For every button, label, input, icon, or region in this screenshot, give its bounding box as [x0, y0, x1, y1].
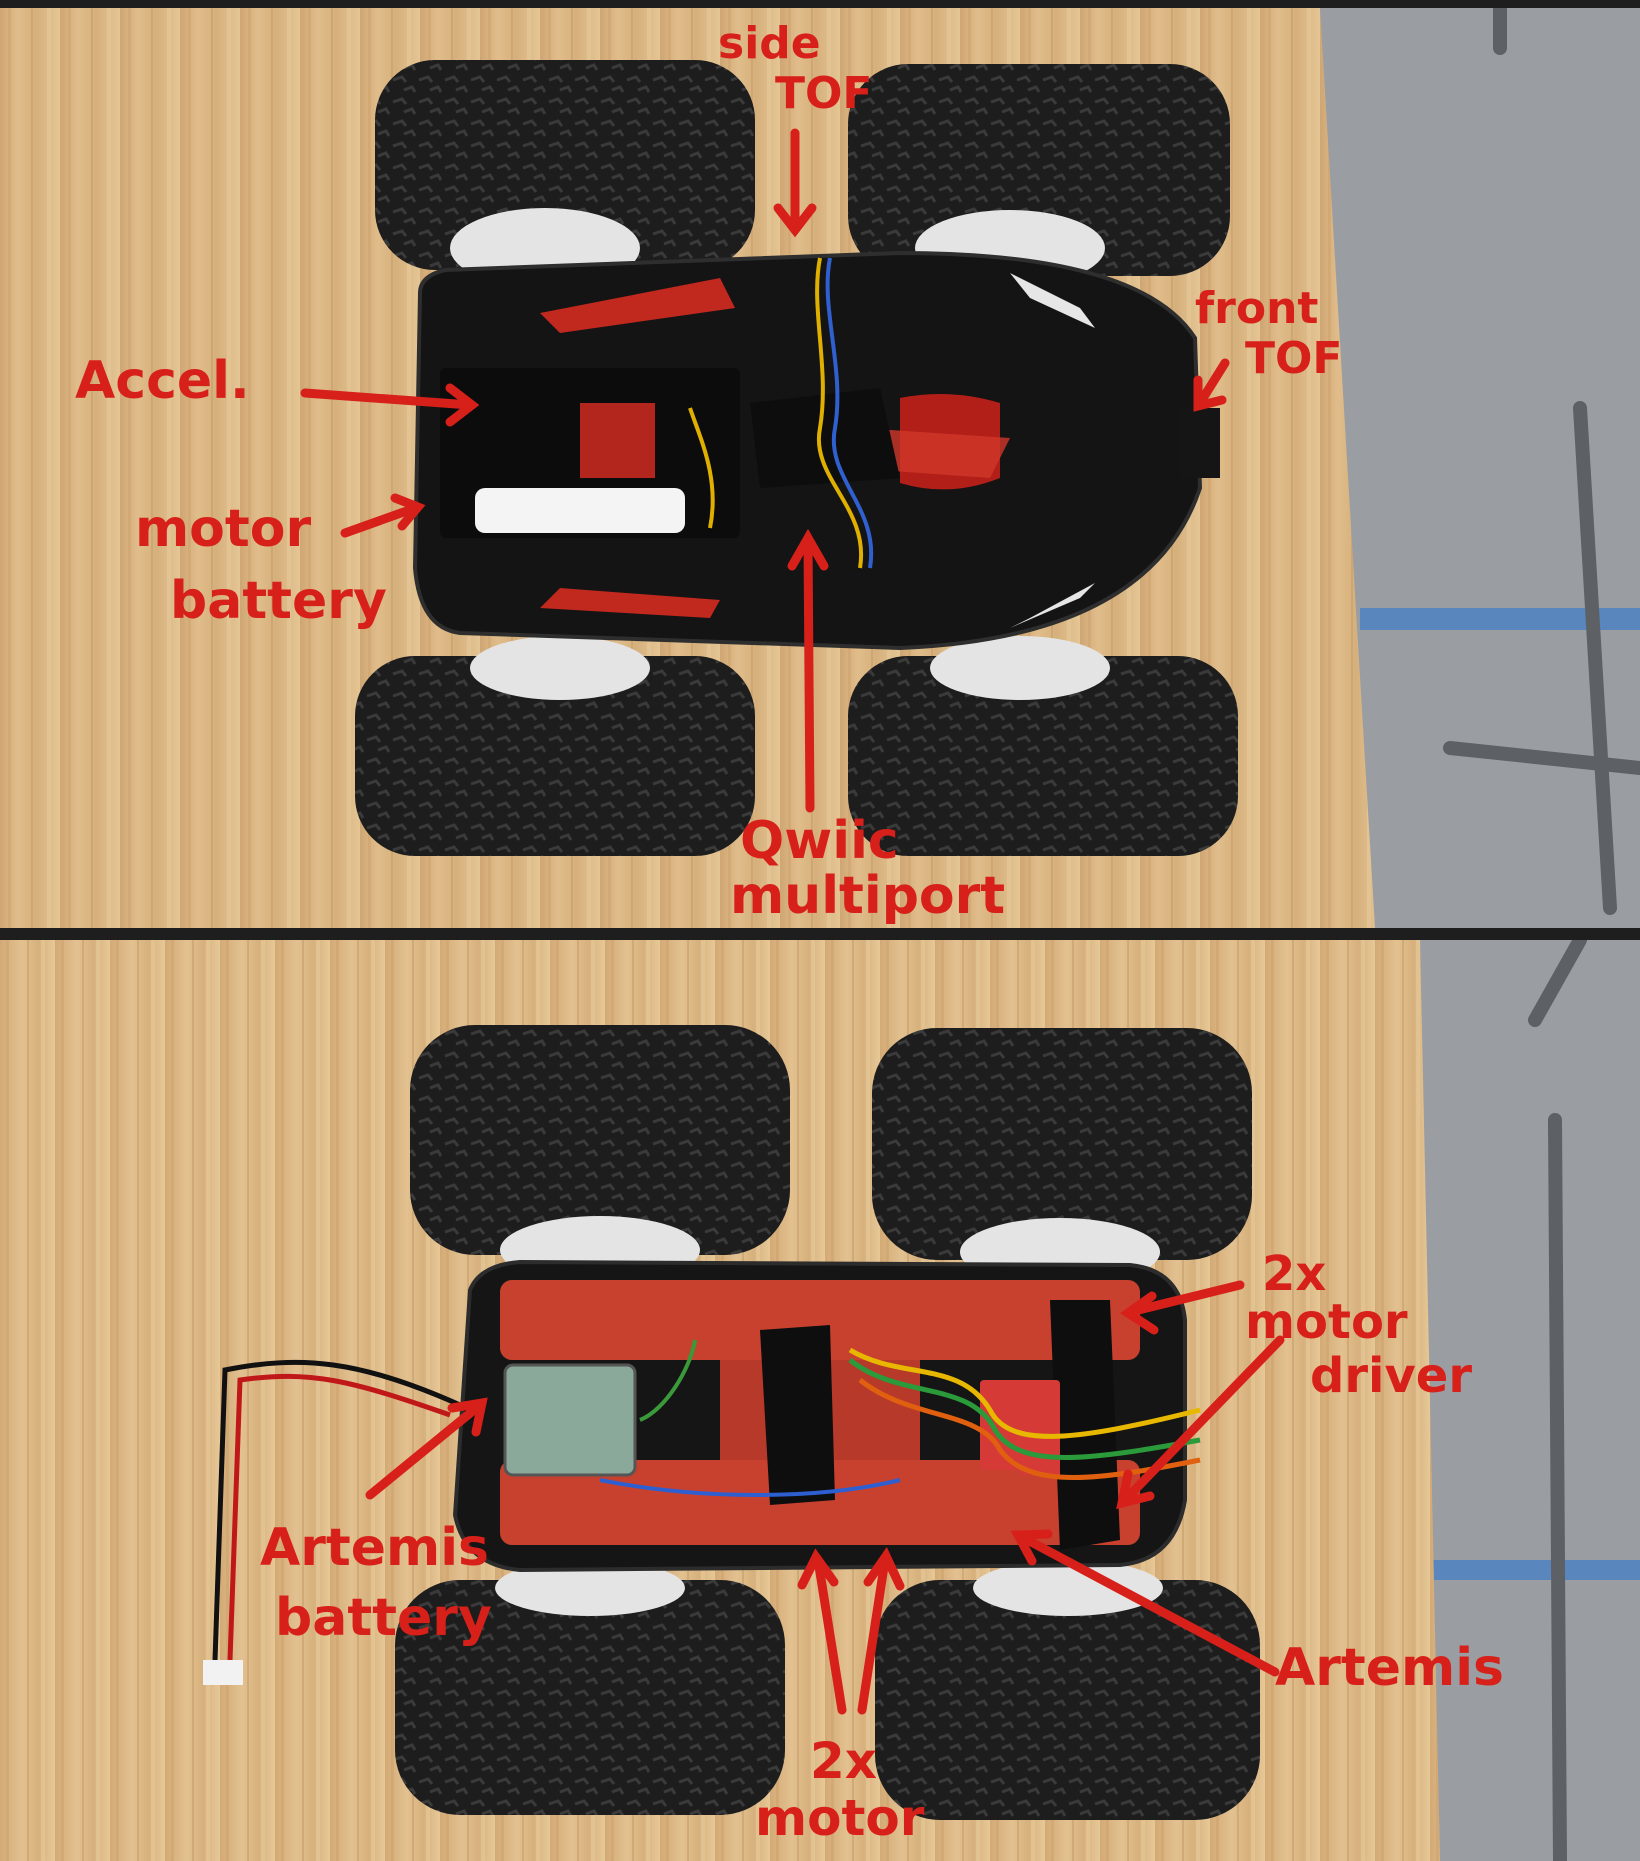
label-side-tof-line1: side: [718, 18, 821, 69]
tire-bottom-front-right: [872, 1028, 1252, 1260]
label-motor-battery-line2: battery: [170, 571, 387, 631]
tire-rear-left: [355, 656, 755, 856]
label-qwiic-line2: multiport: [730, 866, 1005, 926]
label-front-tof-line2: TOF: [1245, 333, 1342, 384]
accel-board: [580, 403, 655, 478]
floor-tape: [1360, 608, 1640, 630]
label-artemis-battery-line2: battery: [275, 1588, 492, 1648]
label-driver-line2: motor: [1245, 1294, 1408, 1350]
front-tof-sensor: [1180, 408, 1220, 478]
tire-bottom-rear-left: [395, 1580, 785, 1815]
tire-front-left: [375, 60, 755, 270]
tire-bottom-front-left: [410, 1025, 790, 1255]
label-artemis-battery-line1: Artemis: [260, 1518, 489, 1578]
label-qwiic-line1: Qwiic: [740, 811, 899, 871]
photo-top-view: side TOF front TOF Accel. motor battery …: [0, 8, 1640, 928]
label-front-tof-line1: front: [1195, 283, 1318, 334]
label-motor-battery-line1: motor: [135, 499, 311, 559]
annotation-arrows-bottom: [365, 1280, 1285, 1715]
gearbox-rear: [500, 1460, 1140, 1545]
photo-bottom-view: 2x motor driver Artemis battery Artemis …: [0, 940, 1640, 1861]
gearbox-front: [500, 1280, 1140, 1360]
label-motor-line2: motor: [755, 1789, 925, 1847]
label-side-tof-line2: TOF: [775, 68, 872, 119]
battery-connector: [203, 1660, 243, 1685]
label-accel: Accel.: [75, 351, 250, 411]
stool-legs-bottom: [1528, 940, 1587, 1861]
label-driver-line3: driver: [1310, 1348, 1472, 1404]
car-underside: [203, 1025, 1260, 1820]
tire-bottom-rear-right: [875, 1580, 1260, 1820]
annotation-arrows-top: [300, 128, 1230, 813]
label-motor-line1: 2x: [810, 1732, 877, 1790]
artemis-battery-pack: [503, 1363, 637, 1477]
stool-legs: [1443, 8, 1640, 915]
car-top-view: [355, 60, 1238, 856]
top-border: [0, 0, 1640, 8]
floor-tape-bottom: [1380, 1560, 1640, 1580]
motor-battery-pack: [475, 488, 685, 533]
label-driver-line1: 2x: [1262, 1246, 1326, 1302]
panel-divider: [0, 928, 1640, 940]
tire-rear-right: [848, 656, 1238, 856]
label-artemis: Artemis: [1275, 1638, 1504, 1698]
